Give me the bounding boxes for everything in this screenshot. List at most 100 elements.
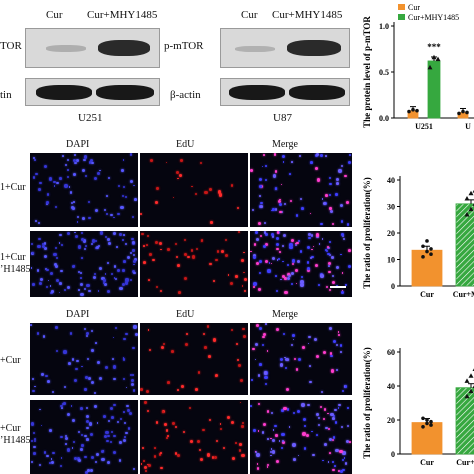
- cell-dot: [143, 465, 147, 469]
- cell-dot: [257, 374, 261, 377]
- cell-dot: [50, 460, 54, 464]
- x-tick-label: U251: [415, 122, 433, 131]
- cell-dot: [281, 440, 286, 445]
- cell-dot: [65, 442, 68, 445]
- cell-dot: [269, 451, 272, 454]
- cell-dot: [289, 243, 293, 247]
- cell-dot: [255, 231, 258, 234]
- cell-dot: [94, 405, 97, 408]
- y-tick-label: 0: [391, 450, 395, 459]
- cell-dot: [60, 270, 63, 273]
- cell-dot: [270, 262, 273, 265]
- cell-dot: [53, 184, 56, 187]
- cell-dot: [295, 268, 299, 272]
- row-label: +Cur: [0, 423, 21, 434]
- cell-dot: [348, 441, 351, 443]
- cell-dot: [256, 466, 260, 470]
- cell-dot: [293, 412, 296, 415]
- cell-dot: [125, 278, 129, 282]
- cell-dot: [291, 161, 294, 163]
- cell-dot: [85, 334, 89, 338]
- cell-dot: [275, 237, 279, 241]
- cell-dot: [49, 271, 54, 276]
- cell-dot: [176, 255, 179, 258]
- cell-dot: [251, 379, 253, 382]
- cell-dot: [98, 245, 101, 248]
- cell-dot: [341, 291, 344, 295]
- cell-dot: [50, 457, 53, 460]
- cell-dot: [73, 457, 77, 461]
- cell-dot: [298, 155, 301, 157]
- cell-dot: [125, 195, 128, 198]
- cell-dot: [333, 415, 335, 418]
- cell-dot: [283, 277, 287, 280]
- cell-dot: [240, 259, 244, 262]
- cell-dot: [331, 256, 334, 259]
- cell-dot: [275, 459, 280, 464]
- cell-dot: [87, 468, 91, 472]
- cell-dot: [129, 374, 132, 377]
- cell-dot: [32, 432, 35, 435]
- cell-dot: [329, 288, 332, 291]
- cell-dot: [308, 233, 311, 236]
- cell-dot: [305, 433, 309, 438]
- data-point: [461, 109, 465, 114]
- cell-dot: [142, 447, 144, 449]
- cell-dot: [127, 256, 131, 260]
- cell-dot: [301, 346, 305, 349]
- data-point: [421, 416, 425, 421]
- data-point: [429, 419, 433, 424]
- data-point: [464, 378, 470, 383]
- cell-dot: [337, 330, 340, 333]
- cell-dot: [45, 374, 48, 378]
- cell-dot: [339, 344, 343, 347]
- cell-dot: [46, 454, 49, 458]
- cell-dot: [95, 239, 98, 242]
- cell-dot: [87, 200, 91, 204]
- cell-dot: [58, 281, 62, 285]
- cell-dot: [114, 277, 117, 280]
- cell-dot: [256, 238, 260, 241]
- micrograph-c-dapi-1: [30, 323, 138, 395]
- cell-dot: [130, 153, 133, 156]
- cell-dot: [256, 463, 259, 465]
- cell-dot: [66, 158, 69, 161]
- cell-dot: [291, 259, 295, 263]
- cell-dot: [147, 463, 149, 466]
- cell-dot: [180, 385, 184, 388]
- cell-dot: [55, 265, 58, 268]
- cell-dot: [262, 335, 266, 339]
- micrograph-b-dapi-2: [30, 231, 138, 297]
- cell-dot: [254, 450, 257, 453]
- cell-dot: [321, 238, 324, 241]
- cell-dot: [35, 219, 38, 222]
- cell-dot: [84, 455, 87, 459]
- cell-dot: [264, 259, 268, 264]
- cell-dot: [271, 438, 276, 443]
- cell-dot: [250, 405, 252, 407]
- cell-dot: [84, 155, 88, 159]
- cell-dot: [133, 325, 137, 329]
- cell-dot: [146, 389, 149, 393]
- data-point: [425, 421, 429, 426]
- cell-dot: [46, 285, 49, 288]
- cell-dot: [58, 291, 61, 294]
- data-point: [457, 111, 461, 116]
- cell-dot: [119, 417, 122, 420]
- cell-dot: [290, 238, 294, 242]
- cell-dot: [276, 242, 280, 246]
- cell-dot: [119, 232, 122, 236]
- cell-dot: [39, 408, 41, 411]
- cell-dot: [67, 175, 70, 178]
- cell-dot: [67, 169, 69, 171]
- cell-dot: [113, 277, 116, 279]
- data-point: [425, 418, 429, 422]
- cell-dot: [328, 241, 331, 243]
- cell-dot: [53, 180, 56, 183]
- cell-dot: [132, 248, 135, 252]
- cell-dot: [174, 243, 177, 245]
- cell-dot: [340, 232, 344, 236]
- data-point: [427, 64, 433, 70]
- cell-dot: [125, 281, 129, 285]
- cell-dot: [335, 182, 339, 186]
